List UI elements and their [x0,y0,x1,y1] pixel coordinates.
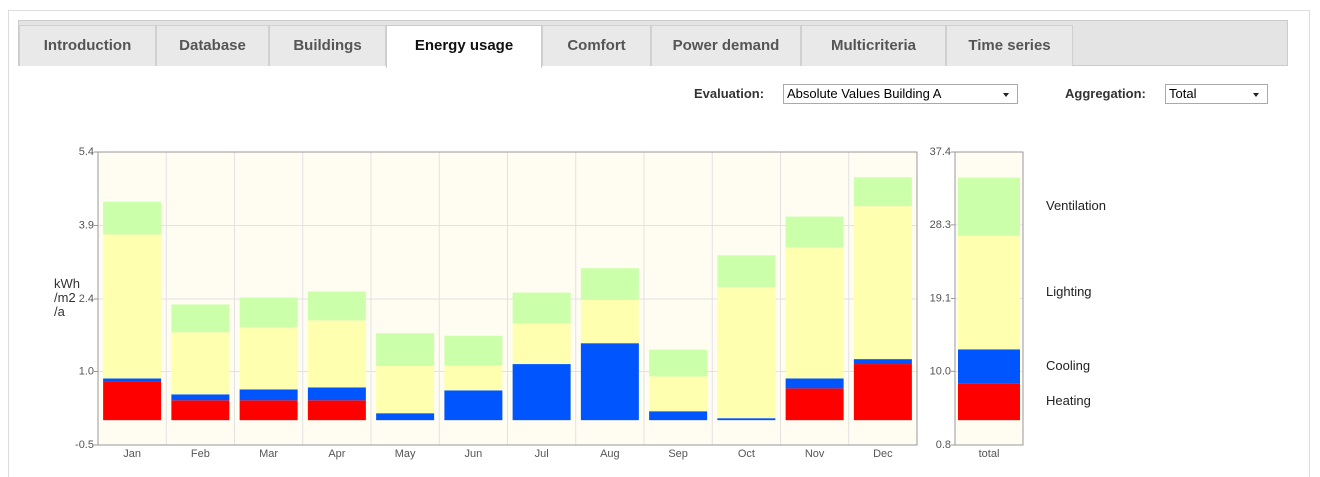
y2-tick-label: 19.1 [930,292,951,304]
bar-segment [444,365,503,391]
legend-label: Heating [1046,393,1091,408]
bar-segment [103,234,162,379]
x-tick-label: Jul [535,448,549,460]
bar-segment [171,332,230,395]
tab[interactable]: Time series [946,25,1073,66]
bar-segment [239,297,298,328]
bar-segment [649,411,708,421]
legend-label: Cooling [1046,358,1090,373]
bar-segment [376,333,435,367]
bar-segment [785,388,844,421]
bar-segment [307,291,366,321]
bar-segment [239,400,298,421]
tab[interactable]: Energy usage [386,25,542,68]
y-tick-label: 2.4 [79,293,94,305]
x-tick-label: Jan [123,448,141,460]
x-tick-label: May [395,448,416,460]
bar-segment [785,216,844,248]
bar-segment [717,255,776,288]
bar-segment [444,390,503,421]
total-segment [958,349,1020,384]
plot-border [954,151,1024,446]
bar-segment [580,343,639,421]
x-tick-label: Jun [465,448,483,460]
x-tick-label: Sep [668,448,688,460]
bar-segment [307,387,366,401]
legend-label: Lighting [1046,284,1092,299]
tab-bar: Introduction Database Buildings Energy usag… [18,20,1288,68]
tab[interactable]: Multicriteria [801,25,946,66]
y-tick-label: 3.9 [79,219,94,231]
y2-tick-label: 0.8 [936,439,951,451]
bar-segment [717,287,776,419]
plot-border [97,151,918,446]
y-tick-label: 5.4 [79,146,94,158]
bar-segment [239,327,298,390]
tab[interactable]: Power demand [651,25,801,66]
bar-segment [307,320,366,388]
bar-segment [103,381,162,421]
bar-segment [171,304,230,333]
tab[interactable]: Database [156,25,269,66]
y2-tick-label: 28.3 [930,219,951,231]
x-tick-label: Aug [600,448,620,460]
y-tick-label: 1.0 [79,365,94,377]
x-tick-label: Nov [805,448,825,460]
bar-segment [376,413,435,421]
bar-segment [171,394,230,401]
bar-segment [580,268,639,300]
aggregation-select[interactable]: Total [1165,84,1268,104]
aggregation-label: Aggregation: [1065,86,1146,101]
bar-segment [785,378,844,389]
x-tick-label: Dec [873,448,893,460]
bar-segment [512,292,571,324]
total-segment [958,383,1020,421]
x-tick-label: Mar [259,448,278,460]
panel-frame [8,10,1310,477]
x-tick-label: Oct [738,448,755,460]
bar-segment [853,364,912,421]
bar-segment [785,247,844,379]
tab[interactable]: Comfort [542,25,651,66]
bar-segment [512,364,571,421]
x-tick-label: Feb [191,448,210,460]
bar-segment [649,376,708,412]
x-tick-label: Apr [328,448,345,460]
bar-segment [717,418,776,421]
bar-segment [649,349,708,377]
evaluation-select[interactable]: Absolute Values Building A [783,84,1018,104]
bar-segment [853,206,912,360]
total-segment [958,177,1020,236]
bar-segment [376,366,435,414]
tab[interactable]: Buildings [269,25,386,66]
tab[interactable]: Introduction [19,25,156,66]
bar-segment [103,378,162,382]
bar-segment [853,177,912,207]
bar-segment [444,335,503,366]
y2-tick-label: 37.4 [930,146,951,158]
x-tick-label: total [979,448,1000,460]
bar-segment [103,201,162,235]
y-axis-label: kWh /m2 /a [54,276,80,319]
total-segment [958,235,1020,350]
y2-tick-label: 10.0 [930,365,951,377]
legend-label: Ventilation [1046,198,1106,213]
bar-segment [853,359,912,365]
evaluation-label: Evaluation: [694,86,765,101]
bar-segment [171,400,230,421]
bar-segment [307,400,366,421]
bar-segment [239,389,298,401]
bar-segment [512,323,571,365]
bar-segment [580,299,639,344]
y-tick-label: -0.5 [75,439,94,451]
